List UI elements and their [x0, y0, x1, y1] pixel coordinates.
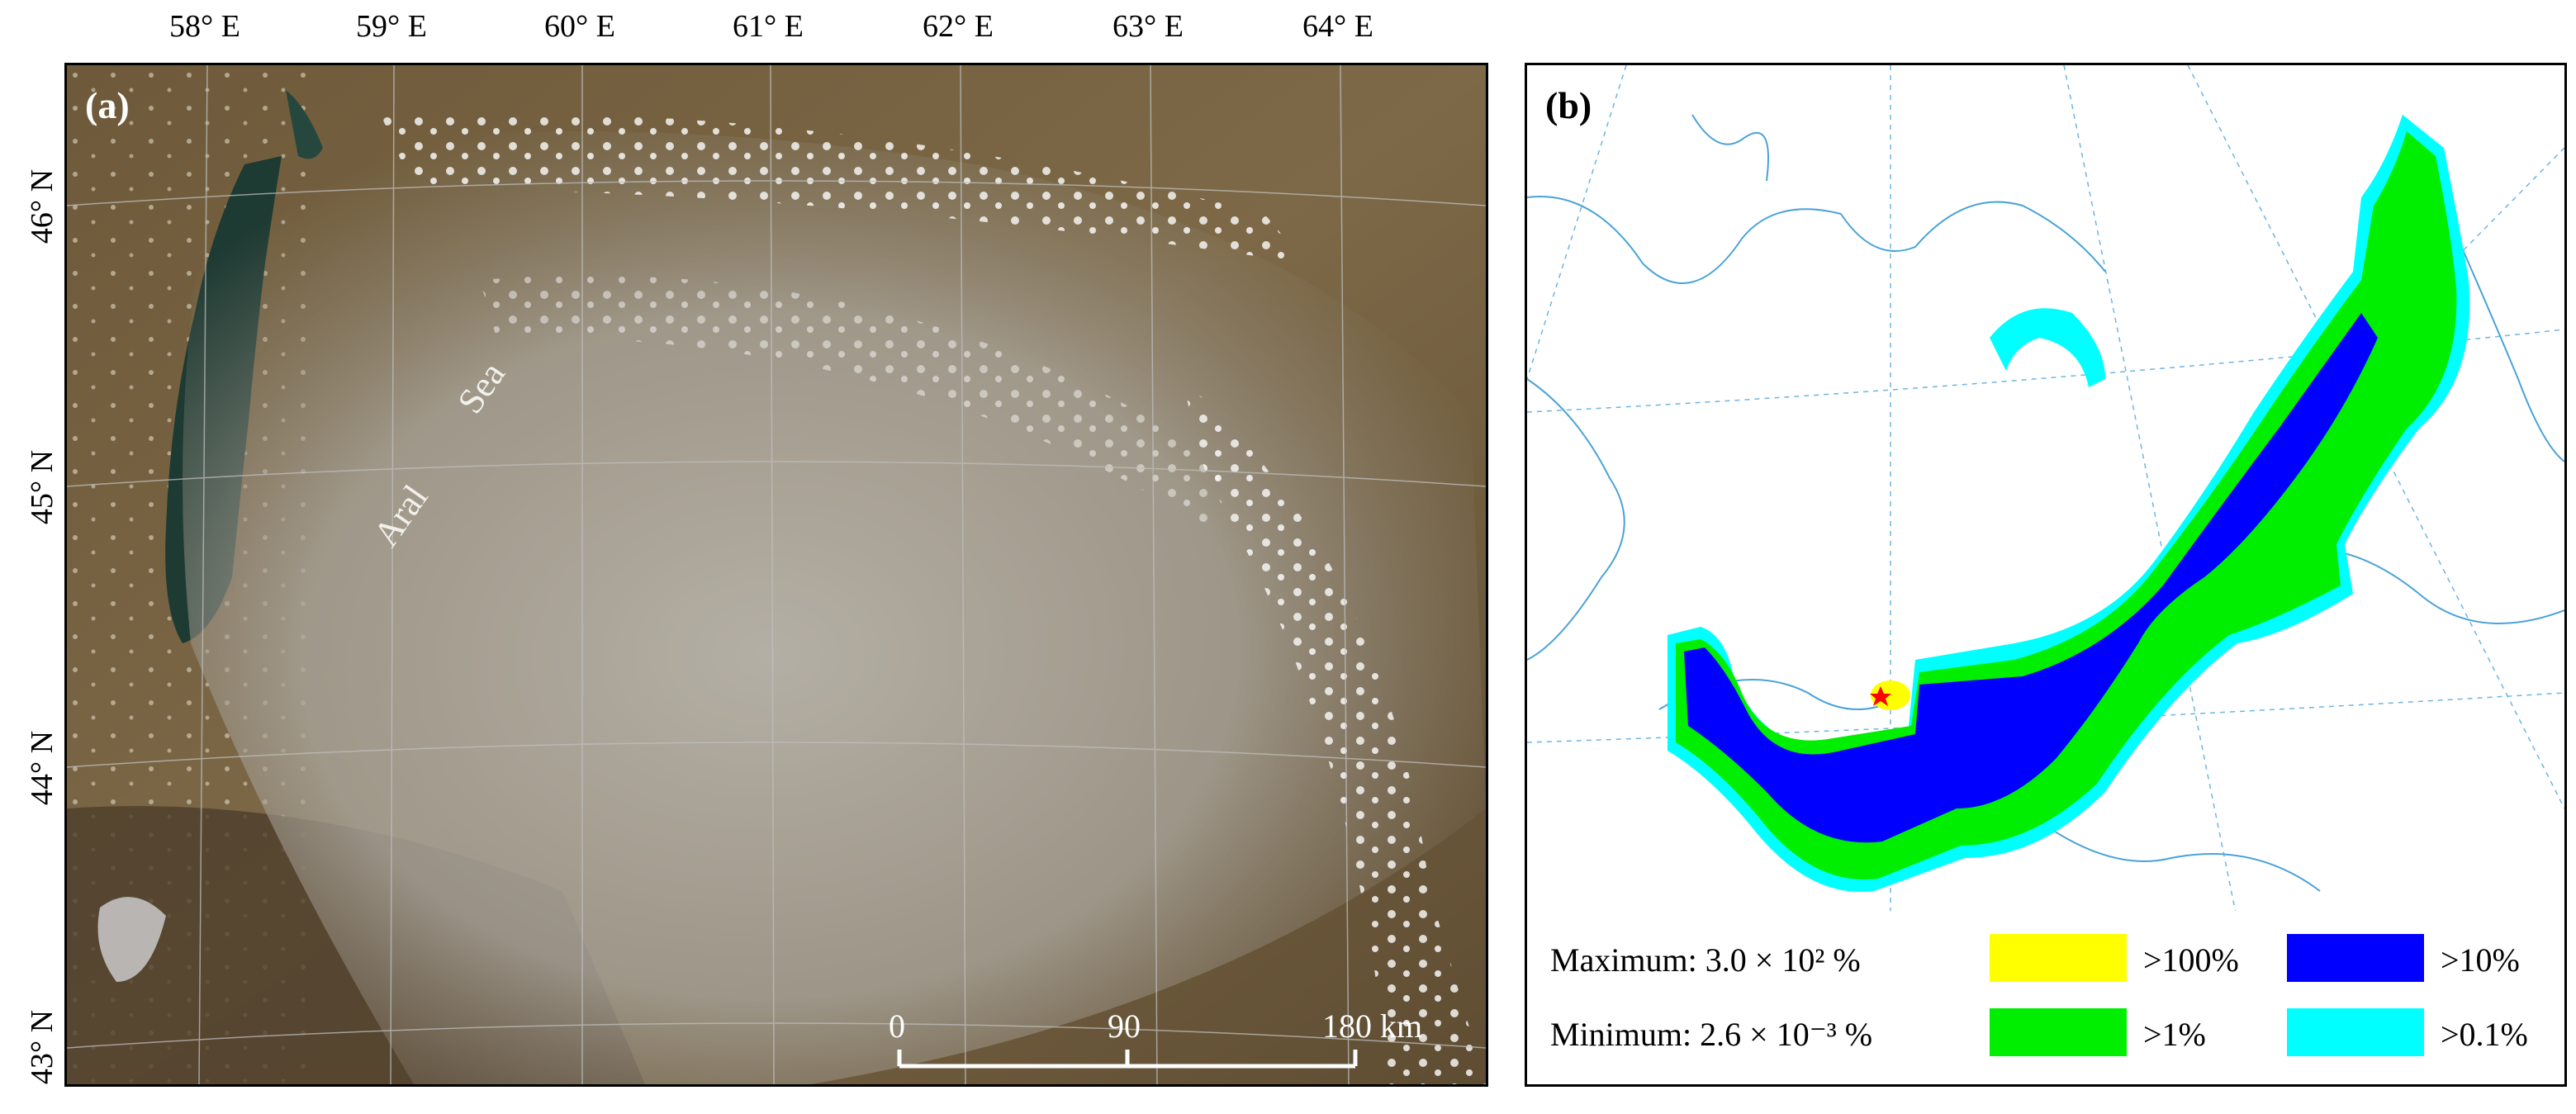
legend-swatch-gt-100 [1990, 934, 2127, 982]
scale-label-180: 180 km [1322, 1007, 1423, 1045]
panel-b-label: (b) [1545, 84, 1592, 126]
lon-tick-63: 63° E [1112, 9, 1184, 44]
legend-label-gt-10: >10% [2441, 941, 2520, 979]
legend-swatch-gt-1 [1990, 1008, 2127, 1056]
legend-label-gt-0-1: >0.1% [2441, 1016, 2528, 1053]
coastlines [1527, 114, 2564, 892]
legend: Maximum: 3.0 × 10² % Minimum: 2.6 × 10⁻³… [1527, 911, 2564, 1084]
lon-tick-58: 58° E [169, 9, 240, 44]
dispersion-map-panel: (b) Maximum: 3.0 × 10² % Minimum: 2.6 × … [1525, 63, 2567, 1087]
lon-tick-59: 59° E [356, 9, 427, 44]
graticule [67, 65, 1486, 1084]
lon-tick-64: 64° E [1302, 9, 1373, 44]
scale-label-0: 0 [889, 1007, 905, 1045]
lat-tick-46: 46° N [25, 168, 60, 244]
plume-gt-10 [1684, 313, 2378, 843]
salt-flat [97, 897, 166, 982]
satellite-image-panel: (a) Aral Sea 0 90 180 km [64, 63, 1488, 1087]
scale-label-90: 90 [1108, 1007, 1141, 1045]
legend-swatch-gt-0-1 [2287, 1008, 2424, 1056]
satellite-image [67, 65, 1486, 1084]
legend-label-gt-100: >100% [2143, 941, 2239, 979]
lat-tick-45: 45° N [25, 449, 60, 525]
lat-tick-43: 43° N [25, 1009, 60, 1085]
lon-tick-61: 61° E [733, 9, 804, 44]
red-star-icon [1870, 686, 1891, 706]
panel-a-label: (a) [85, 84, 130, 126]
legend-minimum: Minimum: 2.6 × 10⁻³ % [1550, 1016, 1873, 1053]
legend-label-gt-1: >1% [2143, 1016, 2206, 1053]
lon-tick-60: 60° E [544, 9, 615, 44]
lat-tick-44: 44° N [25, 730, 60, 806]
cloud-band [381, 112, 1306, 263]
dispersion-map [1527, 65, 2564, 1084]
legend-maximum: Maximum: 3.0 × 10² % [1550, 941, 1861, 979]
lon-tick-62: 62° E [923, 9, 994, 44]
scale-bar [897, 1050, 1358, 1069]
legend-swatch-gt-10 [2287, 934, 2424, 982]
dust-plume [183, 131, 1486, 1084]
